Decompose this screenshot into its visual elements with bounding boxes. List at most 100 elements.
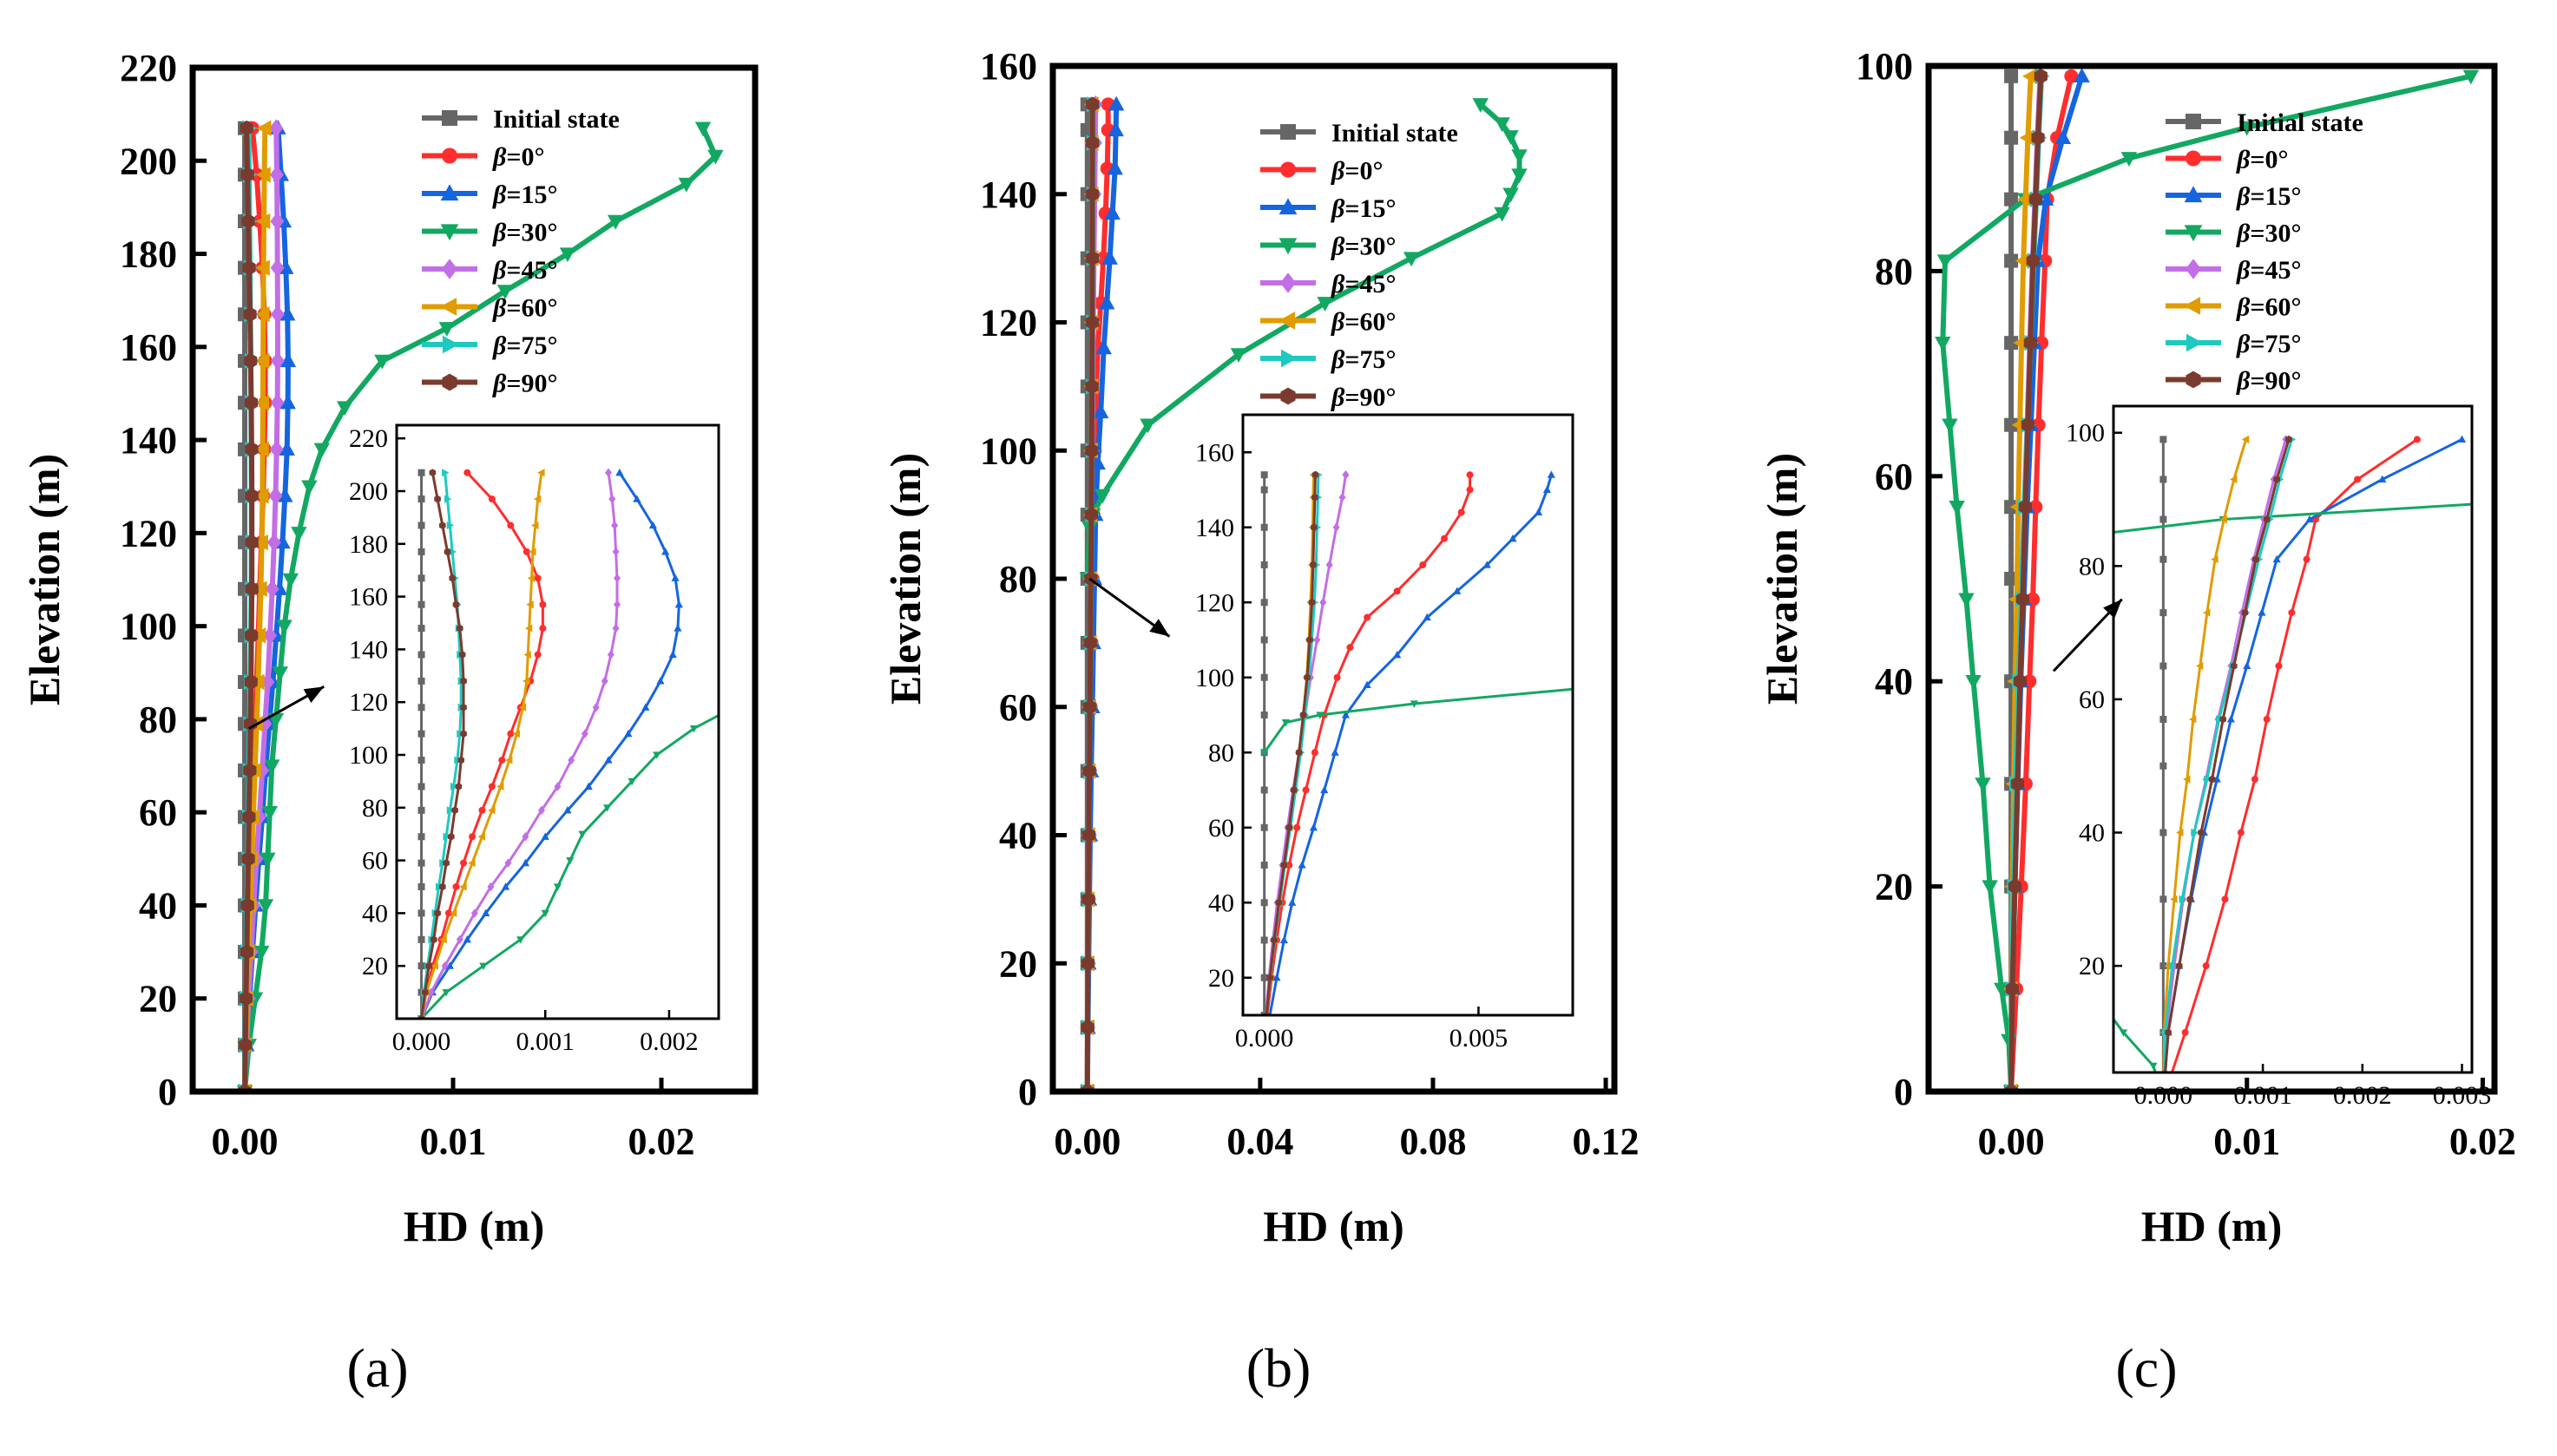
panel-b-inset-y-tick-label: 80	[1208, 738, 1234, 767]
panel-a-main-series-beta-60-point	[254, 306, 270, 323]
panel-b-inset-series-beta-15-point	[1272, 973, 1281, 981]
panel-a-inset-series-beta-30-point	[442, 989, 450, 997]
panel-c-main-series-beta-90-point	[2005, 981, 2020, 997]
panel-b-legend-beta-75-value: =75°	[1344, 345, 1396, 374]
panel-a-main-series-beta-90-point	[240, 897, 254, 914]
panel-c-inset-series-beta-90-point	[2186, 895, 2194, 903]
panel-a-inset-x-tick-label: 0.001	[516, 1027, 575, 1056]
panel-a-main-series-beta-15-point	[279, 305, 296, 321]
panel-c-inset-series-beta-90-point	[2198, 829, 2205, 836]
panel-b-inset-series-beta-15-point	[1547, 470, 1555, 478]
panel-c-inset-series-initial-state-point	[2159, 515, 2167, 523]
panel-b-main-series-beta-15-point	[1104, 205, 1121, 220]
panel-c-main-series-initial-state-point	[2004, 417, 2019, 432]
panel-c-main-series-initial-state-point	[2004, 130, 2019, 145]
panel-a-main-y-tick-label: 180	[120, 233, 177, 276]
panel-a-inset-series-beta-75-point	[442, 469, 450, 477]
panel-a-inset-series-beta-30-point	[566, 857, 575, 865]
panel-b-legend-beta-15-label: β=15°	[1331, 194, 1396, 223]
panel-a-inset-series-beta-60-point	[449, 908, 457, 917]
panel-a-inset-series-beta-75-point	[444, 495, 452, 503]
panel-a-inset-series-beta-60-point	[439, 935, 447, 944]
panel-a-inset-x-tick-label: 0.002	[640, 1027, 699, 1056]
panel-b-legend-beta-0-value: =0°	[1344, 157, 1383, 186]
panel-a-inset-series-initial-state-point	[417, 935, 425, 943]
panel-c-main-series-initial-state-point	[2004, 253, 2019, 268]
panel-b-main-series-beta-90-point	[1081, 1020, 1094, 1035]
panel-a-legend-beta-15-value: =15°	[506, 180, 557, 209]
panel-b-inset-series-beta-30-point	[1860, 659, 1868, 666]
panel-b-chart: 0.00 0.04 0.08 0.12 0 20 40 60 80 100 120 140 160 HD …	[881, 45, 1868, 1250]
panel-a-main-series-beta-60-point	[253, 488, 269, 504]
panel-a-inset-series-beta-30-point	[1619, 583, 1627, 590]
panel-a-inset-series-beta-30-point	[628, 777, 636, 786]
panel-b-inset-series-beta-0-point	[1457, 508, 1465, 516]
panel-a-inset-series-beta-45-point	[608, 494, 616, 504]
panel-c-legend-beta-15-marker	[2184, 186, 2203, 203]
panel-a-main-y-tick-label: 0	[158, 1071, 177, 1113]
panel-a-inset-series-beta-60-point	[533, 495, 542, 503]
panel-label-a: (a)	[346, 1337, 408, 1399]
panel-c-main-y-tick-label: 60	[1875, 456, 1913, 498]
panel-a-main-series-group	[236, 119, 724, 1092]
panel-b-main-series-beta-30-point	[1494, 207, 1510, 222]
panel-c-main-series-beta-90-point	[2034, 69, 2048, 84]
panel-b-main-frame	[1049, 62, 1618, 1095]
panel-c-legend-beta-45-value: =45°	[2250, 256, 2301, 285]
panel-a-main-series-beta-30-point	[608, 214, 624, 230]
panel-a-inset-series-beta-30-point	[1012, 628, 1020, 635]
panel-b-inset-series-beta-45-point	[1325, 560, 1333, 570]
panel-b-inset-series-initial-state-point	[1260, 523, 1268, 531]
panel-a-main-series-beta-30-point	[678, 177, 694, 193]
panel-b-legend-beta-60-label: β=60°	[1331, 308, 1396, 337]
panel-a-main-x-tick-label: 0.01	[420, 1120, 487, 1163]
panel-c-inset-series-beta-90-point	[2285, 436, 2292, 443]
panel-c-main-series-beta-30-point	[1935, 336, 1951, 351]
panel-a-inset-series-beta-75-point	[449, 548, 457, 556]
panel-c-inset-series-initial-state-point	[2159, 762, 2167, 770]
panel-a-main-series-beta-15-point	[279, 394, 296, 410]
panel-c-legend-beta-30-symbol: β	[2236, 220, 2251, 248]
panel-c-main-series-initial-state-point	[2004, 69, 2019, 83]
panel-c-inset-series-beta-30-point	[2070, 963, 2078, 970]
panel-a-inset-series-beta-30-point	[602, 804, 612, 812]
panel-c-inset-y-tick-label: 100	[2066, 419, 2105, 448]
panel-b-main-series-beta-15-point	[1108, 95, 1125, 111]
panel-a-inset-series-beta-30-point	[653, 751, 661, 759]
panel-a-inset-series-beta-60-point	[512, 730, 521, 738]
panel-a-main-series-beta-45-point	[270, 259, 285, 278]
panel-a-inset-arrow-head	[303, 686, 325, 703]
panel-a-inset-series-beta-30-point	[1966, 562, 1974, 569]
panel-c-legend-beta-90-symbol: β	[2236, 367, 2251, 396]
panel-b-legend-beta-30-marker	[1278, 238, 1298, 255]
panel-c-inset-series-beta-15-point	[2305, 515, 2314, 523]
panel-a-legend-beta-30-label: β=30°	[492, 219, 557, 247]
panel-c-legend-beta-60-marker	[2184, 297, 2201, 315]
panel-a-inset-series-beta-75-point	[446, 521, 455, 530]
panel-a-inset-series-initial-state-point	[417, 962, 425, 970]
panel-a-legend-beta-0-label: β=0°	[492, 143, 544, 172]
panel-b-inset-series-beta-90-point	[1310, 561, 1317, 569]
panel-a-main-series-beta-30-point	[272, 666, 288, 681]
panel-c-inset-series-beta-15-point	[2258, 608, 2266, 616]
panel-a-main-series-beta-90-point	[245, 580, 259, 597]
panel-a-legend: Initial stateβ=0°β=15°β=30°β=45°β=60°β=7…	[422, 105, 620, 398]
panel-a-inset-series-beta-90-point	[444, 548, 451, 556]
panel-c-main-series-beta-90-point	[2028, 191, 2042, 207]
panel-a-inset-series-beta-75-line	[420, 472, 463, 1019]
panel-c-inset-series-initial-state-point	[2159, 895, 2167, 903]
panel-c-legend-beta-75-symbol: β	[2236, 330, 2251, 358]
panel-a-legend-beta-45-marker	[442, 259, 457, 279]
panel-a-inset-series-beta-90-point	[425, 961, 432, 970]
panel-c-chart: 0.00 0.01 0.02 0 20 40 60 80 100 HD (m) Elevation …	[1758, 45, 2516, 1250]
panel-a-main-series-beta-30-point	[282, 573, 299, 588]
panel-a-inset-series-beta-15-point	[674, 600, 683, 608]
panel-a-inset-series-beta-0-point	[469, 833, 477, 841]
panel-a-main-series-beta-30-point	[559, 247, 576, 263]
panel-c-legend-beta-90-value: =90°	[2250, 367, 2301, 396]
panel-a-inset-series-beta-60-point	[531, 521, 539, 530]
panel-b-inset-series-beta-30-point	[1281, 719, 1290, 727]
panel-c-inset-series-beta-0-point	[2263, 715, 2271, 723]
panel-a-main-series-beta-90-point	[240, 167, 254, 183]
panel-a-main-y-tick-label: 20	[139, 978, 177, 1020]
